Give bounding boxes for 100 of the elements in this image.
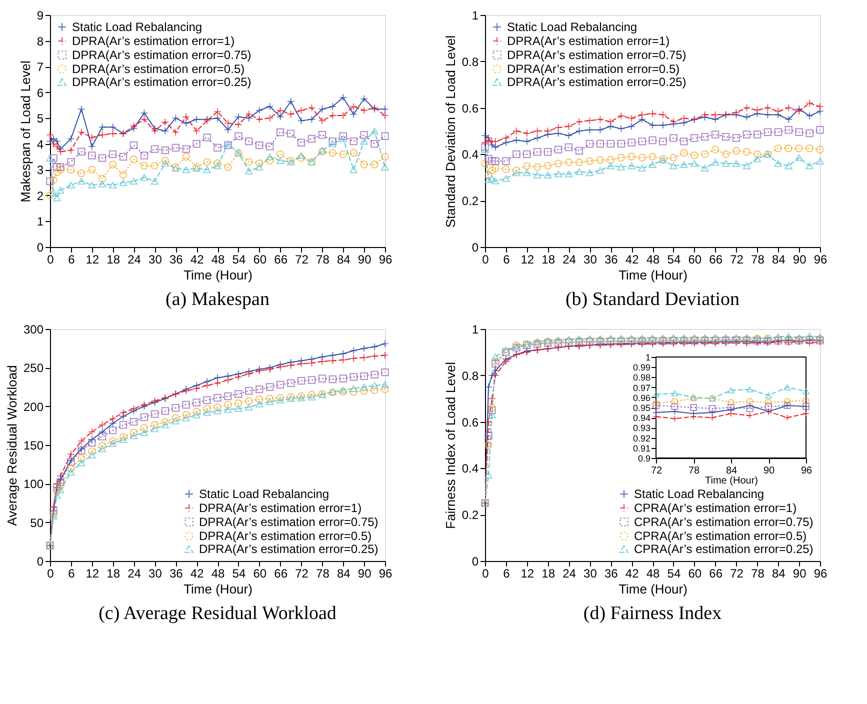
point — [276, 112, 284, 121]
point — [339, 356, 347, 364]
legend-label: DPRA(Ar’s estimation error=0.75) — [199, 515, 378, 529]
y-tick-label: 200 — [23, 400, 44, 414]
point — [276, 106, 284, 114]
point — [728, 387, 734, 394]
point — [795, 144, 803, 152]
point — [318, 374, 326, 382]
point — [234, 112, 242, 121]
point — [182, 166, 190, 174]
legend-label: DPRA(Ar’s estimation error=0.5) — [507, 62, 680, 76]
point — [108, 437, 117, 445]
y-tick-label: 0.8 — [462, 368, 479, 383]
point — [381, 368, 389, 376]
point — [652, 413, 660, 420]
x-tick-label: 84 — [336, 566, 351, 580]
point — [690, 134, 698, 142]
point — [245, 158, 253, 166]
point — [360, 138, 368, 145]
x-tick-label: 18 — [106, 566, 120, 580]
point — [182, 410, 190, 419]
point — [88, 182, 96, 189]
point — [690, 152, 698, 160]
point — [596, 116, 604, 124]
point — [488, 406, 496, 414]
point — [140, 424, 148, 432]
point — [203, 158, 211, 166]
point — [266, 398, 274, 406]
point — [523, 150, 531, 158]
point — [318, 105, 326, 113]
point — [742, 148, 751, 156]
point — [732, 146, 740, 155]
point — [119, 408, 128, 416]
point — [670, 154, 678, 162]
point — [214, 159, 222, 168]
point — [182, 119, 190, 128]
y-tick-label: 8 — [36, 34, 44, 48]
x-tick-label: 72 — [730, 566, 744, 580]
x-tick-label: 78 — [688, 466, 700, 476]
y-tick-label: 250 — [23, 361, 44, 376]
x-tick-label: 84 — [726, 466, 738, 476]
point — [245, 370, 253, 378]
point — [784, 414, 791, 422]
point — [502, 165, 510, 174]
x-tick-label: 96 — [814, 566, 828, 580]
point — [108, 419, 117, 428]
x-tick-label: 60 — [253, 566, 267, 580]
point — [742, 113, 751, 121]
point — [88, 166, 96, 174]
point — [784, 116, 792, 124]
x-tick-label: 30 — [584, 252, 598, 266]
y-tick-label: 0 — [472, 554, 479, 568]
point — [56, 163, 64, 171]
x-axis-title: Time (Hour) — [618, 582, 688, 596]
point — [617, 164, 625, 170]
x-tick-label: 66 — [709, 252, 723, 266]
y-tick-label: 5 — [36, 112, 44, 126]
point — [680, 114, 688, 122]
point — [746, 398, 754, 405]
point — [46, 131, 54, 139]
point — [350, 388, 358, 396]
point — [732, 134, 740, 142]
point — [370, 342, 378, 351]
point — [360, 106, 368, 114]
point — [286, 110, 295, 118]
point — [130, 122, 138, 130]
point — [638, 116, 646, 124]
point — [360, 387, 368, 395]
point — [78, 178, 86, 185]
point — [711, 116, 720, 124]
point — [67, 450, 75, 458]
y-axis-title: Standard Deviation of Load Level — [442, 35, 458, 228]
point — [564, 132, 573, 140]
point — [78, 454, 86, 462]
point — [308, 116, 316, 124]
point — [108, 150, 117, 158]
point — [722, 132, 730, 141]
point — [492, 353, 500, 360]
y-tick-label: 0.97 — [632, 382, 650, 393]
point — [596, 156, 604, 164]
point — [544, 162, 552, 170]
point — [161, 421, 170, 428]
point — [88, 438, 96, 447]
text: (d) Fairness Index — [583, 603, 722, 624]
point — [484, 176, 492, 184]
point — [512, 169, 520, 176]
point — [234, 120, 242, 128]
y-tick-label: 0 — [472, 240, 479, 254]
point — [308, 104, 316, 112]
point — [638, 138, 646, 146]
point — [297, 116, 306, 125]
point — [512, 136, 520, 144]
point — [130, 178, 138, 185]
point — [575, 127, 584, 135]
point — [172, 144, 180, 152]
x-tick-label: 24 — [128, 566, 142, 580]
point — [795, 107, 803, 116]
point — [88, 428, 96, 436]
y-tick-label: 4 — [36, 137, 44, 152]
point — [276, 128, 284, 136]
